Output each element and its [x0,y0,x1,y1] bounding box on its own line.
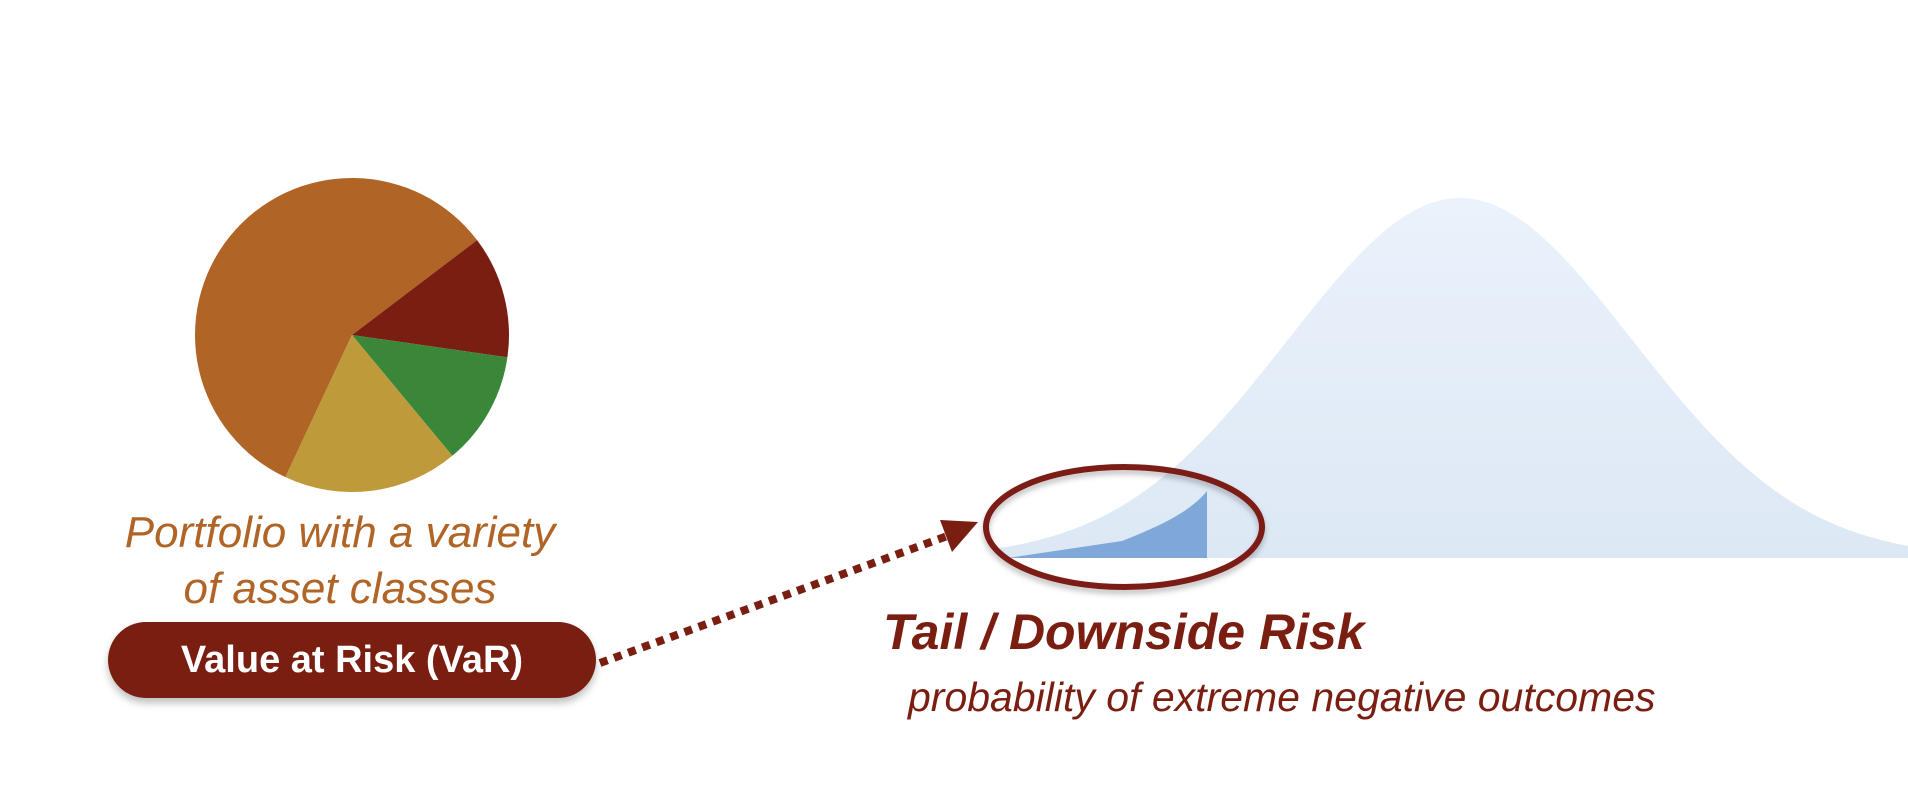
portfolio-caption: Portfolio with a variety of asset classe… [80,505,600,617]
portfolio-pie-chart [194,177,509,493]
value-at-risk-label: Value at Risk (VaR) [180,638,524,681]
tail-risk-subtitle: probability of extreme negative outcomes [908,674,1656,720]
dotted-arrow-line [598,531,952,667]
portfolio-caption-line1: Portfolio with a variety [124,508,556,557]
value-at-risk-button[interactable]: Value at Risk (VaR) [108,622,596,698]
pie-slice-2 [352,240,509,358]
pie-slice-3 [352,335,508,456]
portfolio-caption-line2: of asset classes [183,564,497,613]
tail-area [1008,491,1207,558]
pie-slice-4 [285,335,453,493]
pie-slice-1 [194,177,478,478]
distribution-curve [1000,198,1908,558]
arrow-head-icon [940,520,978,552]
tail-risk-title: Tail / Downside Risk [883,604,1365,660]
tail-highlight-ellipse [983,464,1265,590]
